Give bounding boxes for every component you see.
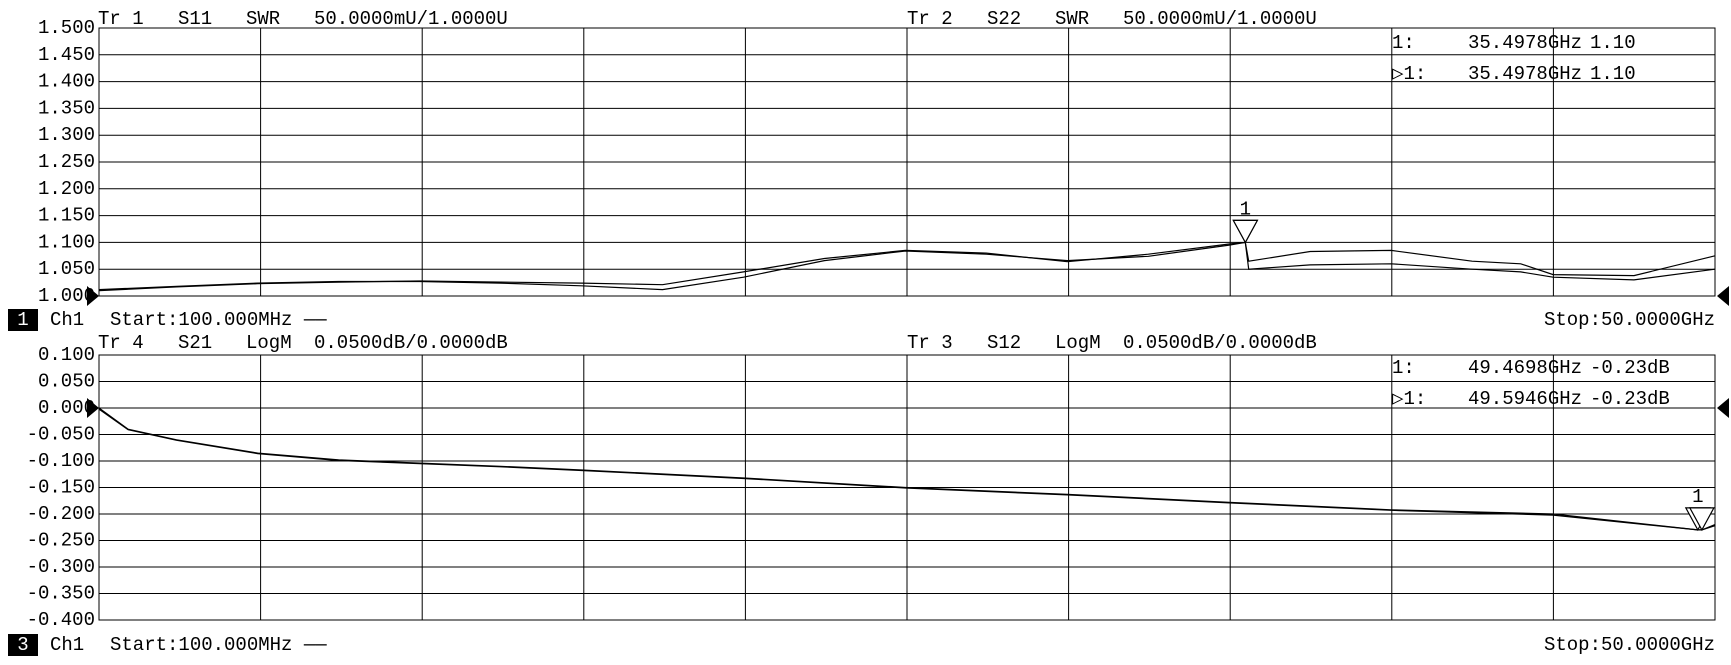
trace-name: S22 [987,8,1021,30]
ref-arrow-right [1717,398,1729,418]
trace-scale: 0.0500dB/0.0000dB [1123,332,1317,354]
marker-frequency: 49.5946GHz [1468,388,1582,410]
marker-value: -0.23dB [1590,357,1670,379]
y-tick-label: -0.400 [27,609,95,631]
marker-value: 1.10 [1590,32,1636,54]
stop-frequency: Stop:50.0000GHz [1544,634,1715,656]
trace-line [98,408,1716,531]
trace-trace: Tr 2 [907,8,953,30]
channel-number: 3 [17,634,28,656]
channel-number: 1 [17,309,28,331]
y-tick-label: 1.150 [38,205,95,227]
y-tick-label: 1.500 [38,17,95,39]
marker-flag-label: 1 [1240,198,1251,220]
y-tick-label: 0.100 [38,344,95,366]
channel-name: Ch1 [50,309,84,331]
y-tick-label: 1.400 [38,71,95,93]
stop-frequency: Stop:50.0000GHz [1544,309,1715,331]
y-tick-label: 1.450 [38,44,95,66]
trace-format: SWR [1055,8,1089,30]
y-tick-label: 1.050 [38,258,95,280]
y-tick-label: -0.200 [27,503,95,525]
ref-arrow-left [87,286,99,306]
start-frequency: Start:100.000MHz —— [110,634,327,656]
marker-value: -0.23dB [1590,388,1670,410]
marker-frequency: 35.4978GHz [1468,32,1582,54]
trace-scale: 0.0500dB/0.0000dB [314,332,508,354]
trace-name: S21 [178,332,212,354]
y-tick-label: -0.100 [27,450,95,472]
start-frequency: Start:100.000MHz —— [110,309,327,331]
channel-name: Ch1 [50,634,84,656]
y-tick-label: 0.000 [38,397,95,419]
trace-format: LogM [246,332,292,354]
marker-flag-label: 1 [1692,486,1703,508]
y-tick-label: 1.100 [38,231,95,253]
y-tick-label: 1.200 [38,178,95,200]
marker-frequency: 49.4698GHz [1468,357,1582,379]
trace-name: S12 [987,332,1021,354]
marker-label: ▷1: [1392,388,1426,410]
ref-arrow-left [87,398,99,418]
ref-arrow-right [1717,286,1729,306]
y-tick-label: 1.350 [38,97,95,119]
trace-scale: 50.0000mU/1.0000U [314,8,508,30]
marker-flag [1232,219,1259,244]
y-tick-label: 0.050 [38,371,95,393]
trace-trace: Tr 1 [98,8,144,30]
channel-badge [8,634,38,656]
marker-label: 1: [1392,32,1415,54]
y-tick-label: 1.250 [38,151,95,173]
trace-line [98,241,1716,292]
marker-label: 1: [1392,357,1415,379]
trace-format: SWR [246,8,280,30]
trace-trace: Tr 3 [907,332,953,354]
y-tick-label: -0.300 [27,556,95,578]
marker-flag [1688,507,1715,532]
y-tick-label: -0.350 [27,583,95,605]
trace-name: S11 [178,8,212,30]
marker-label: ▷1: [1392,63,1426,85]
channel-badge [8,309,38,331]
trace-trace: Tr 4 [98,332,144,354]
y-tick-label: -0.150 [27,477,95,499]
y-tick-label: -0.250 [27,530,95,552]
y-tick-label: -0.050 [27,424,95,446]
trace-scale: 50.0000mU/1.0000U [1123,8,1317,30]
trace-format: LogM [1055,332,1101,354]
marker-frequency: 35.4978GHz [1468,63,1582,85]
y-tick-label: 1.000 [38,285,95,307]
marker-value: 1.10 [1590,63,1636,85]
y-tick-label: 1.300 [38,124,95,146]
